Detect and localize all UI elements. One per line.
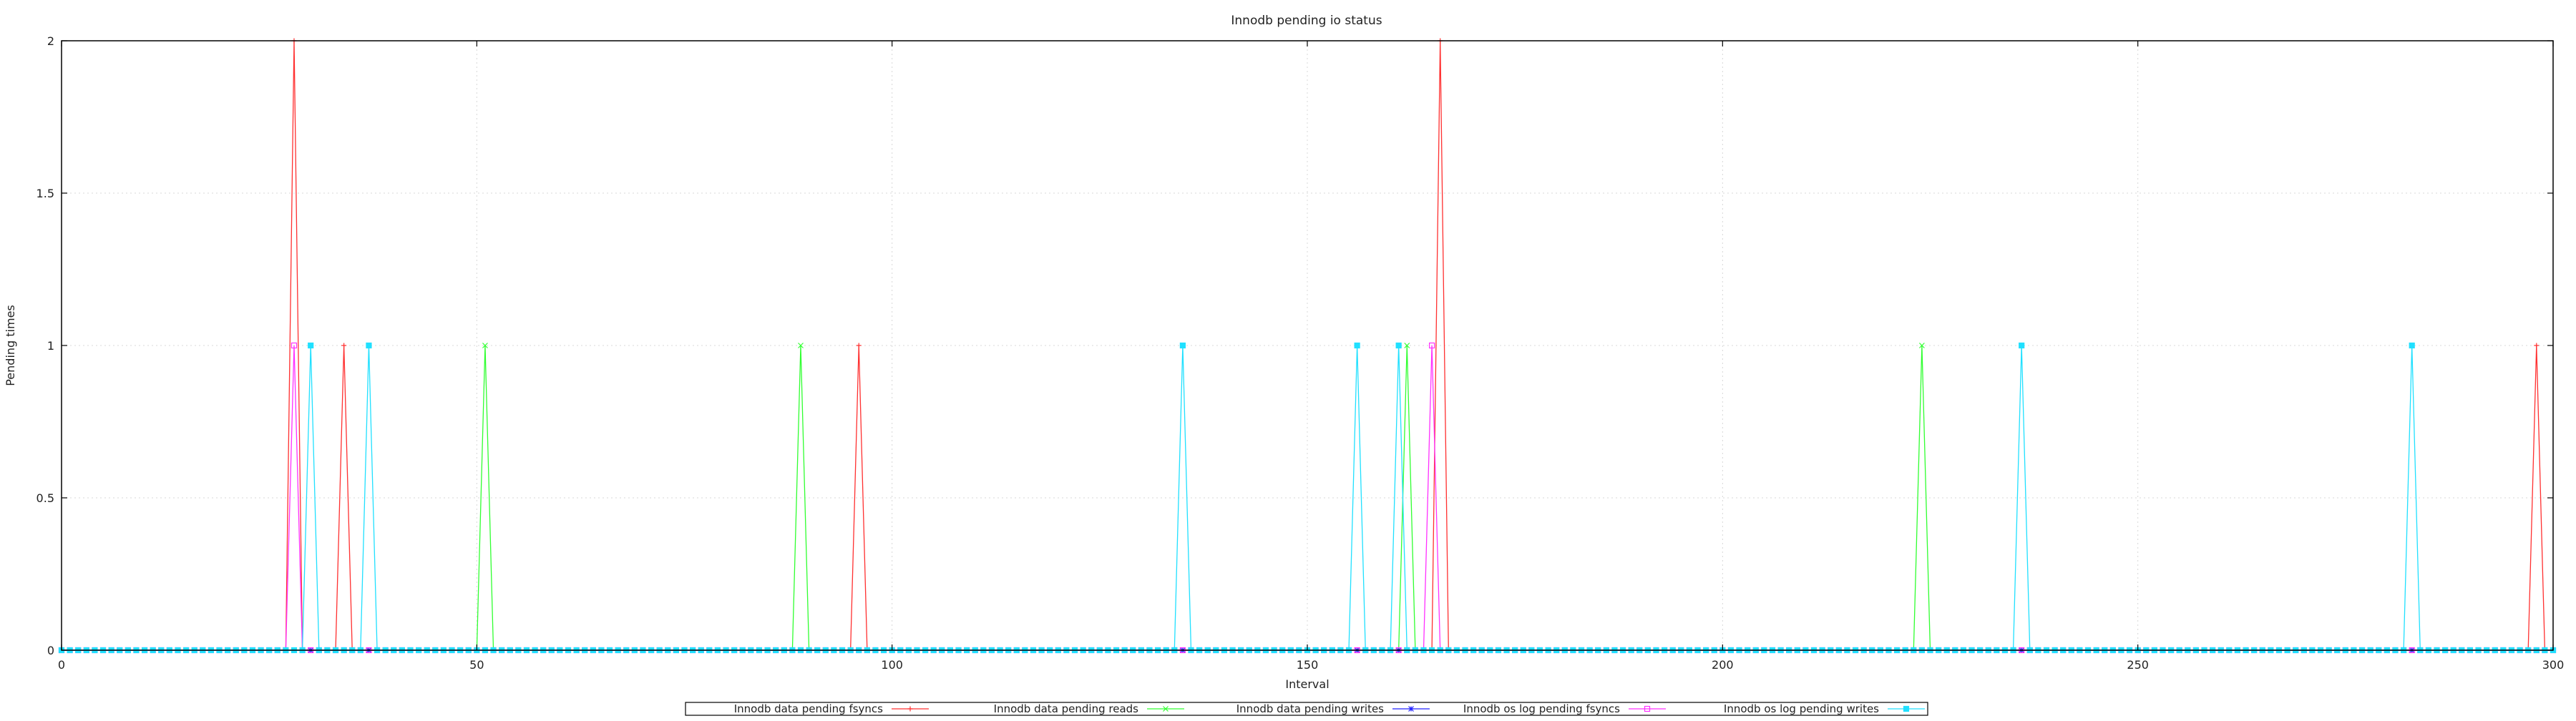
data-point [1395,342,1402,349]
legend-label: Innodb os log pending writes [1724,702,1879,715]
legend-marker-swatch [1903,705,1910,712]
legend-label: Innodb data pending fsyncs [734,702,883,715]
y-axis-label: Pending times [4,305,17,386]
data-point [308,342,314,349]
data-point [2409,342,2415,349]
data-point [1354,342,1360,349]
x-tick-label: 300 [2542,658,2565,672]
data-point [2019,342,2025,349]
x-tick-label: 50 [469,658,484,672]
y-tick-label: 2 [47,34,54,48]
legend-label: Innodb data pending reads [994,702,1139,715]
x-tick-label: 100 [881,658,903,672]
x-tick-label: 250 [2127,658,2149,672]
legend-marker-swatch [1163,706,1169,712]
axis-ticks: 0 50 100 150 200 250 300 0 0.5 1 1.5 2 [36,34,2565,672]
y-tick-label: 0 [47,644,54,657]
data-point [291,342,298,349]
data-point [1404,343,1410,348]
x-tick-label: 150 [1297,658,1319,672]
x-tick-label: 0 [58,658,65,672]
y-tick-label: 0.5 [36,491,54,505]
data-point [1179,342,1186,349]
x-tick-label: 200 [1712,658,1734,672]
data-point [2534,343,2540,348]
legend-label: Innodb os log pending fsyncs [1463,702,1620,715]
y-tick-label: 1.5 [36,187,54,200]
data-point [482,343,488,348]
legend-box [685,702,1928,716]
legend-marker-swatch [1408,706,1414,712]
data-point [1918,343,1925,348]
legend-marker-swatch [1644,705,1651,712]
legend-label: Innodb data pending writes [1236,702,1384,715]
data-point [366,342,372,349]
data-point [856,343,862,348]
chart-title: Innodb pending io status [1231,14,1382,28]
x-axis-label: Interval [1285,677,1329,691]
legend: Innodb data pending fsyncs Innodb data pe… [685,702,1928,716]
data-point [1428,342,1435,349]
data-point [798,343,804,348]
data-point [341,343,347,348]
y-tick-label: 1 [47,339,54,353]
grid-lines [62,41,2553,650]
legend-marker-swatch [907,706,913,712]
